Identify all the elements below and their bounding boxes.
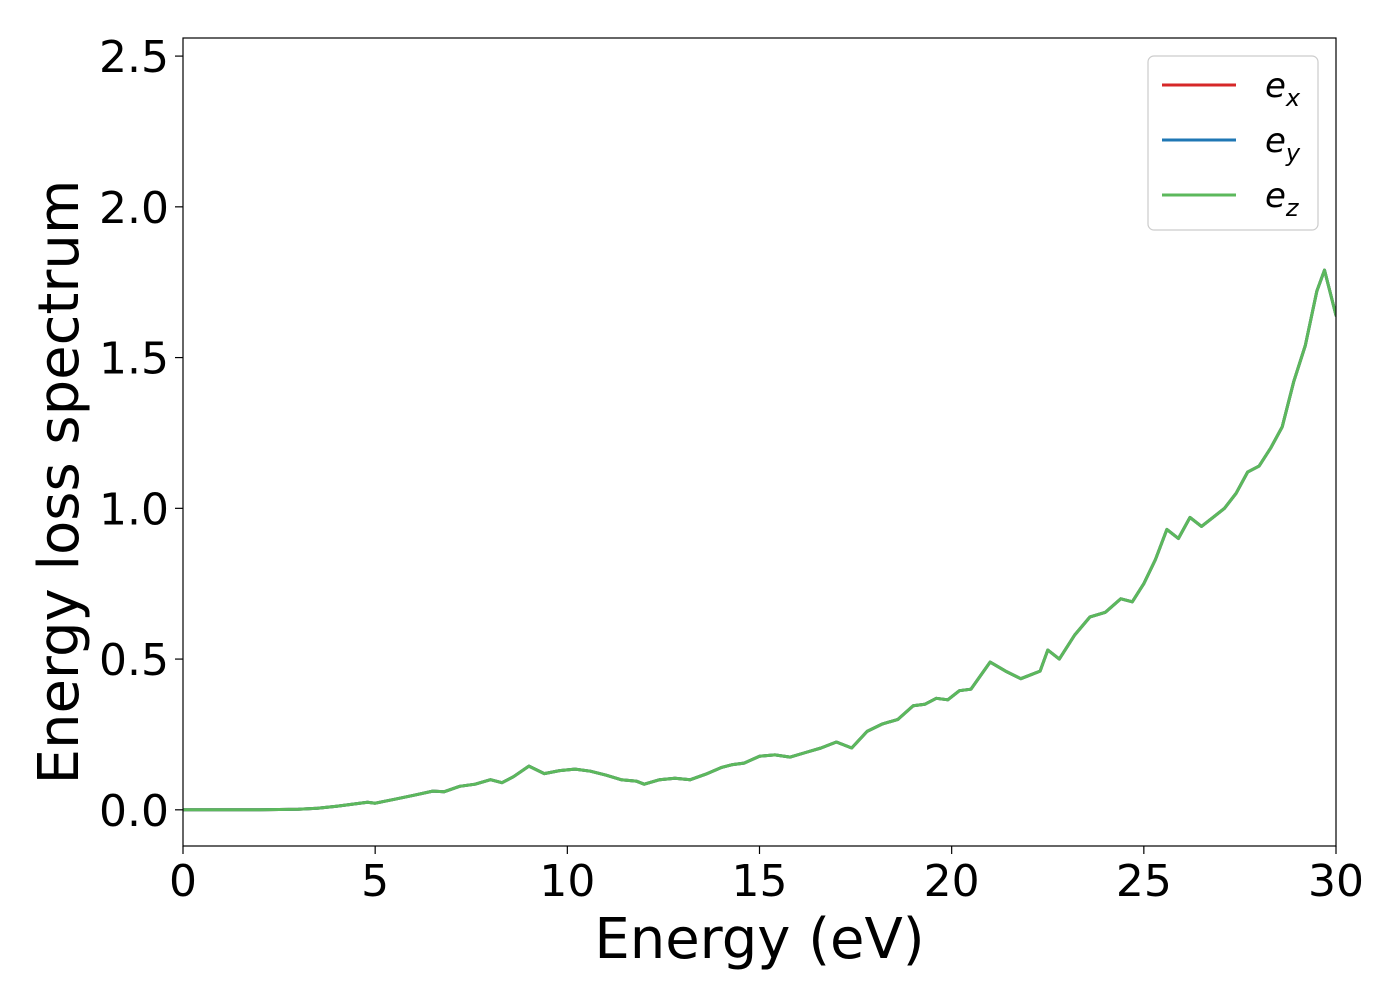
plot-area <box>183 268 1336 812</box>
legend: ex ey ez <box>1147 55 1319 231</box>
legend-label: ez <box>1265 176 1300 222</box>
series-line-e-z <box>183 268 1336 812</box>
legend-box <box>1147 55 1319 231</box>
legend-label: ex <box>1265 66 1301 112</box>
y-tick-label: 2.0 <box>99 183 169 234</box>
x-tick-label: 0 <box>169 856 197 907</box>
y-tick-label: 1.5 <box>99 334 169 385</box>
y-tick-label: 0.5 <box>99 635 169 686</box>
x-tick-label: 10 <box>539 856 595 907</box>
x-tick-label: 15 <box>732 856 788 907</box>
y-axis: 0.0 0.5 1.0 1.5 2.0 2.5 <box>99 32 183 837</box>
legend-label: ey <box>1265 121 1301 167</box>
y-tick-label: 1.0 <box>99 484 169 535</box>
x-tick-label: 25 <box>1116 856 1172 907</box>
y-tick-label: 0.0 <box>99 786 169 837</box>
y-axis-title: Energy loss spectrum <box>27 180 92 785</box>
x-tick-label: 5 <box>361 856 389 907</box>
x-axis-title: Energy (eV) <box>594 907 924 972</box>
x-tick-label: 30 <box>1308 856 1364 907</box>
x-axis: 0 5 10 15 20 25 30 <box>169 846 1364 907</box>
x-tick-label: 20 <box>924 856 980 907</box>
y-tick-label: 2.5 <box>99 32 169 83</box>
